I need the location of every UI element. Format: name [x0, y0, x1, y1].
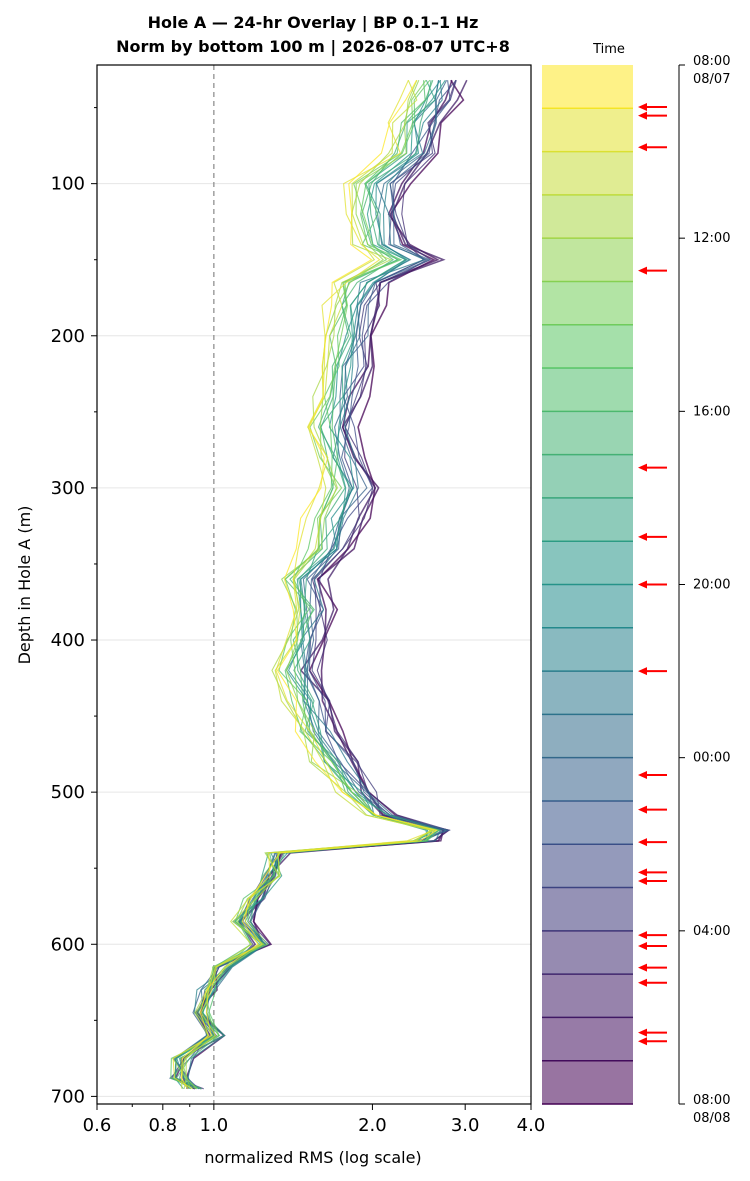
time-tick-label: 00:00: [693, 751, 730, 766]
colorbar-band: [542, 1017, 633, 1061]
time-tick-label: 08:00: [693, 54, 730, 69]
event-marker-arrowhead: [638, 102, 647, 111]
colorbar-band: [542, 151, 633, 195]
colorbar-band: [542, 454, 633, 498]
y-tick-label: 700: [51, 1086, 85, 1107]
colorbar-band: [542, 974, 633, 1018]
colorbar-band: [542, 65, 633, 109]
colorbar-band: [542, 541, 633, 585]
colorbar-band: [542, 887, 633, 931]
colorbar-band: [542, 108, 633, 152]
y-tick-label: 300: [51, 478, 85, 499]
trace-line: [174, 79, 446, 1090]
event-marker-arrowhead: [638, 838, 647, 847]
event-marker-arrowhead: [638, 978, 647, 987]
time-tick-label: 08/08: [693, 1111, 730, 1126]
colorbar-band: [542, 194, 633, 239]
event-marker-arrowhead: [638, 1037, 647, 1046]
y-axis: 100 200 300 400 500 600 700: [51, 107, 97, 1107]
time-tick-label: 16:00: [693, 404, 730, 419]
colorbar-band: [542, 281, 633, 325]
colorbar-band: [542, 368, 633, 412]
colorbar-band: [542, 844, 633, 888]
colorbar-band: [542, 584, 633, 628]
time-tick-label: 04:00: [693, 924, 730, 939]
colorbar-band: [542, 1060, 633, 1104]
x-tick-label: 0.6: [83, 1115, 112, 1136]
trace-line: [180, 79, 468, 1090]
trace-line: [181, 79, 433, 1089]
colorbar-band: [542, 238, 633, 282]
colorbar-band: [542, 671, 633, 715]
event-marker-arrowhead: [638, 941, 647, 950]
event-marker-arrowhead: [638, 143, 647, 152]
colorbar-band: [542, 324, 633, 369]
x-tick-label: 4.0: [517, 1115, 546, 1136]
event-marker-arrowhead: [638, 580, 647, 589]
trace-line: [185, 79, 465, 1090]
time-tick-label: 08/07: [693, 72, 730, 87]
colorbar-label: Time: [592, 42, 625, 57]
trace-line: [180, 79, 439, 1090]
x-axis-label: normalized RMS (log scale): [204, 1148, 421, 1167]
x-tick-label: 0.8: [148, 1115, 177, 1136]
event-marker-arrowhead: [638, 266, 647, 275]
event-marker-arrowhead: [638, 111, 647, 120]
colorbar-band: [542, 497, 633, 542]
colorbar-band: [542, 757, 633, 801]
x-tick-label: 3.0: [451, 1115, 480, 1136]
colorbar: 08:00 08/07 12:00 16:00 20:00 00:00 04:00 08:00…: [542, 54, 730, 1126]
event-marker-arrowhead: [638, 963, 647, 972]
time-tick-label: 20:00: [693, 578, 730, 593]
event-marker-arrowhead: [638, 532, 647, 541]
event-marker-arrowhead: [638, 877, 647, 886]
event-marker-arrowhead: [638, 1028, 647, 1037]
event-marker-arrowhead: [638, 770, 647, 779]
y-tick-label: 600: [51, 934, 85, 955]
x-tick-label: 2.0: [358, 1115, 387, 1136]
event-marker-arrowhead: [638, 805, 647, 814]
event-marker-arrowhead: [638, 463, 647, 472]
plot-area: [96, 64, 532, 1105]
time-tick-label: 12:00: [693, 231, 730, 246]
event-marker-arrowhead: [638, 667, 647, 676]
trace-line: [179, 80, 448, 1090]
y-tick-label: 200: [51, 326, 85, 347]
trace-line: [168, 79, 450, 1090]
trace-line: [172, 80, 437, 1090]
chart-title-line2: Norm by bottom 100 m | 2026-08-07 UTC+8: [116, 37, 510, 57]
x-tick-label: 1.0: [200, 1115, 229, 1136]
colorbar-band: [542, 800, 633, 845]
y-tick-label: 500: [51, 782, 85, 803]
y-tick-label: 400: [51, 630, 85, 651]
colorbar-band: [542, 714, 633, 758]
y-axis-label: Depth in Hole A (m): [15, 506, 34, 665]
plot-frame: [96, 64, 532, 1105]
colorbar-band: [542, 930, 633, 975]
event-marker-arrowhead: [638, 931, 647, 940]
colorbar-band: [542, 411, 633, 455]
chart-title-line1: Hole A — 24-hr Overlay | BP 0.1–1 Hz: [148, 13, 479, 33]
x-axis: 0.6 0.8 1.0 2.0 3.0 4.0: [83, 1104, 546, 1136]
event-marker-arrowhead: [638, 868, 647, 877]
trace-line: [170, 79, 441, 1090]
colorbar-band: [542, 627, 633, 672]
time-tick-label: 08:00: [693, 1093, 730, 1108]
y-tick-label: 100: [51, 174, 85, 195]
